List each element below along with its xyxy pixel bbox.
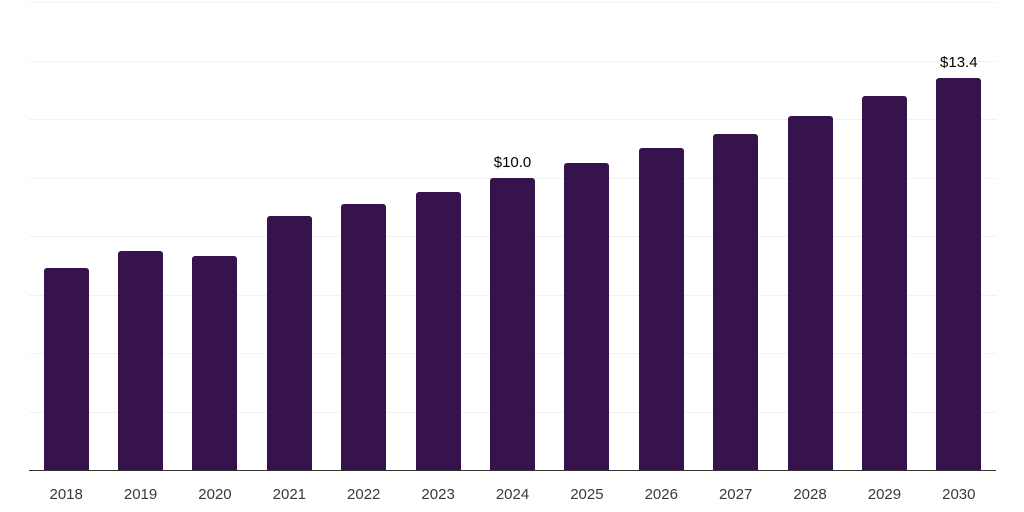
x-tick-label-2019: 2019 (123, 486, 158, 503)
data-label-2024: $10.0 (493, 153, 532, 171)
x-tick-label-2021: 2021 (272, 486, 307, 503)
bar-2029 (861, 95, 907, 470)
bar-2022 (341, 203, 387, 470)
x-tick-label-2024: 2024 (495, 486, 530, 503)
x-tick-label-2029: 2029 (867, 486, 902, 503)
bar-2024 (490, 177, 535, 470)
x-tick-label-2018: 2018 (49, 486, 83, 503)
bar-2019 (118, 250, 164, 470)
bar-2018 (43, 268, 89, 470)
bar-2020 (192, 256, 238, 470)
x-tick-label-2030: 2030 (942, 486, 976, 503)
data-label-2030: $13.4 (940, 54, 978, 72)
bar-2021 (266, 215, 312, 470)
x-tick-label-2028: 2028 (793, 486, 827, 503)
x-axis-line (29, 470, 996, 471)
bar-2026 (638, 148, 684, 470)
x-tick-label-2020: 2020 (198, 486, 232, 503)
bar-2027 (713, 133, 759, 470)
bar-2030 (936, 78, 982, 470)
x-tick-label-2026: 2026 (644, 486, 678, 503)
x-tick-label-2025: 2025 (570, 486, 604, 503)
bar-2025 (564, 162, 610, 470)
x-tick-label-2022: 2022 (347, 486, 381, 503)
x-tick-label-2027: 2027 (718, 486, 753, 503)
x-tick-label-2023: 2023 (421, 486, 455, 503)
bar-2028 (787, 116, 833, 470)
gridline (29, 119, 996, 120)
bar-2023 (415, 192, 461, 470)
gridline (29, 60, 996, 62)
gridline (29, 2, 996, 3)
